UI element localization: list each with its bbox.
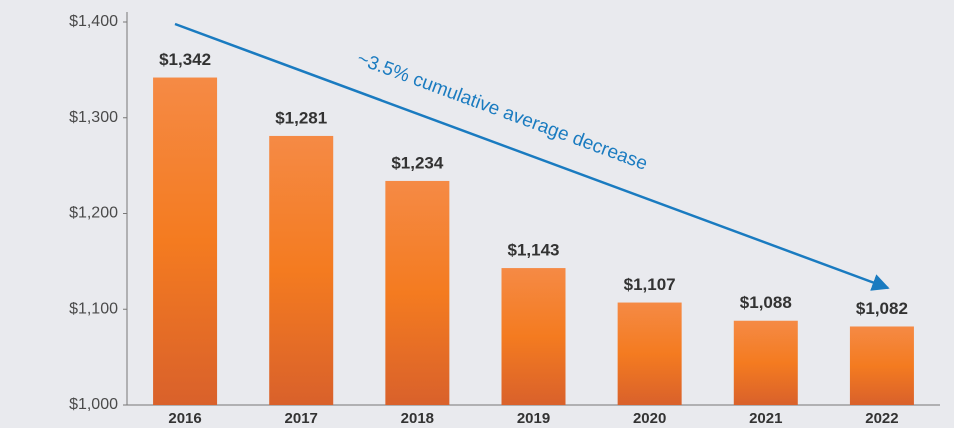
x-tick-label: 2018 <box>401 410 434 427</box>
bar <box>733 320 798 405</box>
x-tick-label: 2020 <box>633 410 666 427</box>
y-tick-label: $1,000 <box>69 396 118 413</box>
value-label: $1,234 <box>391 153 444 172</box>
bar <box>385 180 450 405</box>
trend-arrow <box>174 22 890 291</box>
value-label: $1,342 <box>159 50 211 69</box>
x-tick-label: 2021 <box>749 410 782 427</box>
x-tick-label: 2016 <box>168 410 201 427</box>
value-label: $1,281 <box>275 108 327 127</box>
y-tick-label: $1,400 <box>69 13 118 30</box>
y-tick-label: $1,100 <box>69 300 118 317</box>
x-tick-label: 2017 <box>285 410 318 427</box>
bar <box>269 135 334 405</box>
bar <box>501 268 566 405</box>
bar <box>153 77 218 405</box>
bar <box>849 326 914 405</box>
value-label: $1,082 <box>856 299 908 318</box>
x-tick-label: 2019 <box>517 410 550 427</box>
y-tick-label: $1,200 <box>69 205 118 222</box>
x-tick-label: 2022 <box>865 410 898 427</box>
y-tick-label: $1,300 <box>69 109 118 126</box>
value-label: $1,088 <box>740 293 792 312</box>
bar <box>617 302 682 405</box>
value-label: $1,143 <box>508 241 560 260</box>
value-label: $1,107 <box>624 275 676 294</box>
